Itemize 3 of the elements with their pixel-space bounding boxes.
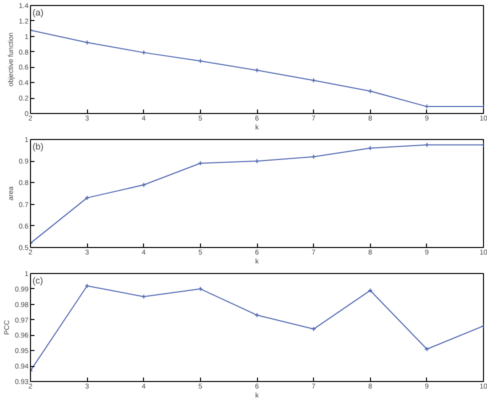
annotation: (c) (32, 276, 43, 286)
annotation: (b) (32, 142, 44, 152)
annotation: (a) (32, 8, 44, 18)
